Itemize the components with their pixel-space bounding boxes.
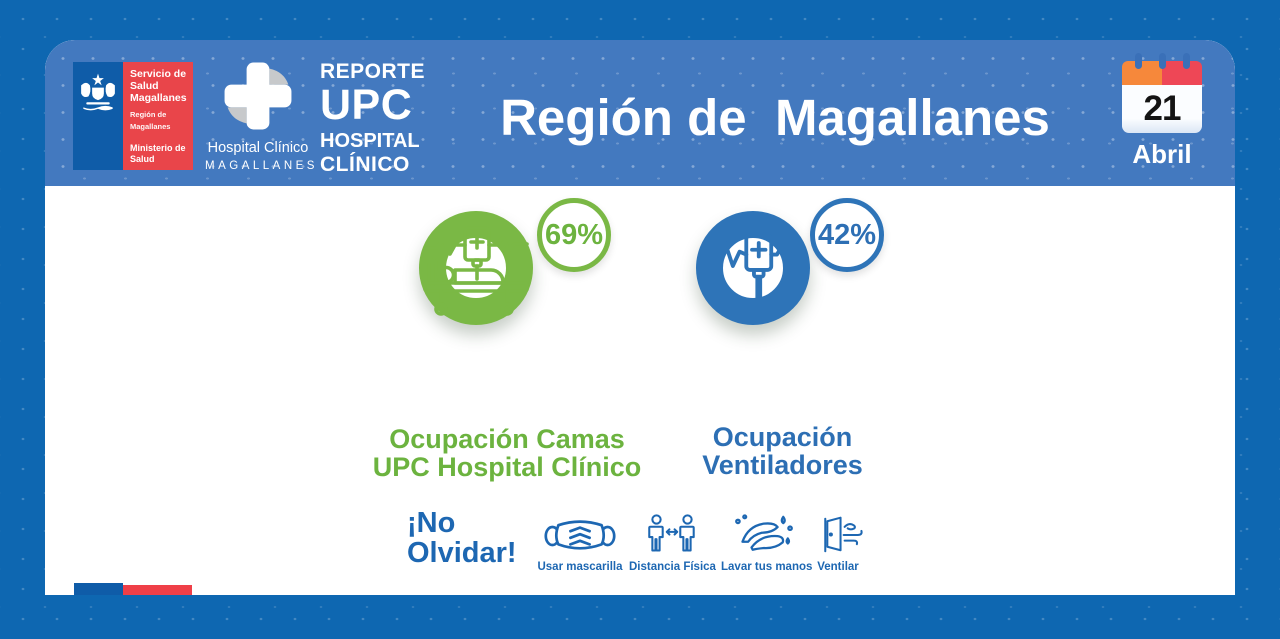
calendar-peg-icon bbox=[1183, 53, 1190, 69]
reminder-item-mask: Usar mascarilla bbox=[537, 512, 623, 573]
report-line3: HOSPITAL bbox=[320, 130, 420, 152]
hospital-name: Hospital Clínico bbox=[207, 140, 309, 156]
gov-region-name: Región de Magallanes bbox=[130, 110, 171, 131]
page-title: Región de Magallanes bbox=[500, 89, 1050, 146]
report-line2: UPC bbox=[320, 81, 413, 129]
reminder-label-ventilate: Ventilar bbox=[817, 561, 859, 573]
ventilate-icon bbox=[824, 516, 863, 553]
flag-strip-blue bbox=[74, 583, 123, 595]
calendar-binding-pegs bbox=[1122, 53, 1202, 69]
ventilators-occupancy-value: 42% bbox=[810, 198, 884, 272]
report-line1: REPORTE bbox=[320, 60, 426, 83]
face-mask-icon bbox=[544, 520, 616, 550]
beds-label-line1: Ocupación Camas bbox=[389, 424, 625, 454]
reminder-item-distance: Distancia Física bbox=[629, 512, 716, 573]
calendar-peg-icon bbox=[1159, 53, 1166, 69]
government-logo: Servicio de Salud Magallanes Región de M… bbox=[73, 62, 193, 170]
reminder-item-ventilate: Ventilar bbox=[797, 512, 879, 573]
physical-distance-icon bbox=[648, 514, 695, 552]
calendar-peg-icon bbox=[1135, 53, 1142, 69]
reminder-label-hands: Lavar tus manos bbox=[721, 561, 813, 573]
reminder-item-hands: Lavar tus manos bbox=[721, 512, 813, 573]
hospital-cross-icon bbox=[224, 62, 292, 130]
wash-hands-icon bbox=[735, 514, 793, 551]
calendar-widget: 21 Abril bbox=[1122, 53, 1202, 170]
ventilator-icon bbox=[700, 233, 806, 313]
beds-label-line2: UPC Hospital Clínico bbox=[372, 451, 642, 482]
header-banner: Servicio de Salud Magallanes Región de M… bbox=[45, 40, 1235, 186]
reminder-title-line1: ¡No bbox=[407, 507, 456, 539]
ventilators-occupancy-label: Ocupación Ventiladores bbox=[665, 422, 900, 480]
calendar-month: Abril bbox=[1132, 139, 1192, 169]
flag-strip-red bbox=[123, 585, 192, 595]
ventilators-occupancy-ring bbox=[696, 211, 810, 325]
reminder-title-line2: Olvidar! bbox=[407, 537, 517, 570]
report-title-block: REPORTE UPC HOSPITAL CLÍNICO bbox=[320, 61, 425, 175]
beds-occupancy-ring bbox=[419, 211, 533, 325]
reminder-title: ¡No Olvidar! bbox=[407, 508, 517, 569]
ventilators-label-line1: Ocupación bbox=[712, 422, 853, 452]
report-card: Servicio de Salud Magallanes Región de M… bbox=[45, 40, 1235, 595]
calendar-page: 21 bbox=[1122, 85, 1202, 133]
hospital-bed-icon bbox=[423, 226, 529, 316]
gov-service-name: Servicio de Salud Magallanes bbox=[130, 68, 187, 104]
reminder-label-distance: Distancia Física bbox=[629, 561, 716, 573]
ministry-text-panel: Servicio de Salud Magallanes Región de M… bbox=[123, 62, 193, 170]
gov-ministry-name: Ministerio de Salud bbox=[130, 143, 186, 164]
beds-occupancy-value: 69% bbox=[537, 198, 611, 272]
hospital-logo: Hospital Clínico MAGALLANES bbox=[205, 58, 318, 172]
report-line4: CLÍNICO bbox=[320, 153, 410, 176]
calendar-day: 21 bbox=[1143, 89, 1182, 128]
hospital-region: MAGALLANES bbox=[205, 159, 318, 172]
ventilators-label-line2: Ventiladores bbox=[702, 449, 863, 480]
beds-occupancy-label: Ocupación Camas UPC Hospital Clínico bbox=[371, 424, 643, 482]
coat-of-arms-panel bbox=[73, 62, 123, 170]
reminder-label-mask: Usar mascarilla bbox=[537, 561, 623, 573]
chile-coat-of-arms-icon bbox=[81, 73, 115, 111]
